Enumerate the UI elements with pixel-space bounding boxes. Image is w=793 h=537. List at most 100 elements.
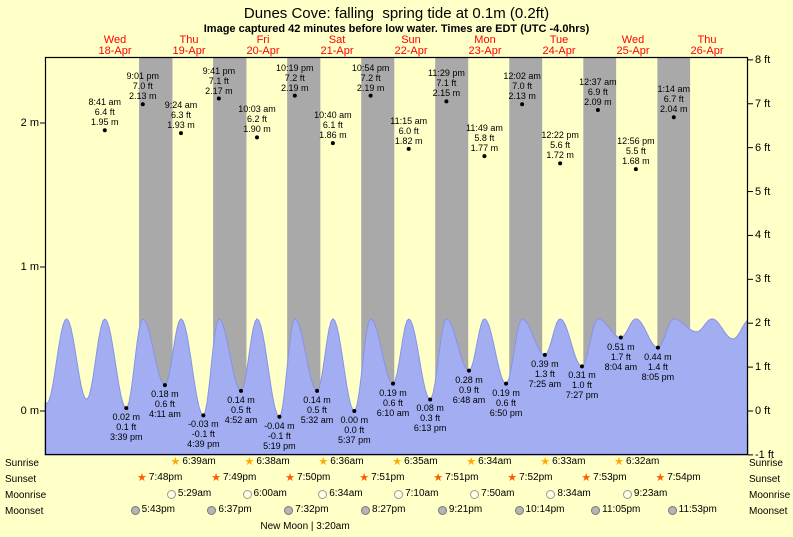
high-tide-height-m: 2.09 m <box>584 97 612 108</box>
low-tide-time: 8:04 am <box>604 361 638 372</box>
almanac-time: 6:33am <box>552 456 586 467</box>
sunset-star-icon: ★ <box>581 471 592 484</box>
day-header: Sat 21-Apr <box>320 35 353 57</box>
high-tide-time: 12:37 am <box>579 77 617 88</box>
low-tide-dot <box>315 388 320 393</box>
almanac-time: 7:54pm <box>667 472 701 483</box>
day-date: 23-Apr <box>468 45 502 57</box>
high-tide-height-m: 2.04 m <box>660 104 688 115</box>
high-tide-height-ft: 6.0 ft <box>398 125 419 136</box>
high-tide-height-m: 1.86 m <box>319 130 347 141</box>
day-date: 26-Apr <box>690 45 724 57</box>
high-tide-time: 11:49 am <box>465 123 503 134</box>
high-tide-time: 9:24 am <box>164 100 198 111</box>
high-tide-time: 10:19 pm <box>276 62 314 73</box>
high-tide-annotation: 12:02 am 7.0 ft 2.13 m <box>503 71 541 101</box>
high-tide-height-ft: 7.1 ft <box>436 78 457 89</box>
low-tide-height-m: 0.19 m <box>492 387 520 398</box>
low-tide-time: 4:39 pm <box>187 439 220 450</box>
high-tide-annotation: 10:54 pm 7.2 ft 2.19 m <box>352 63 390 93</box>
axis-label-ft: -1 ft <box>755 448 774 461</box>
high-tide-annotation: 12:37 am 6.9 ft 2.09 m <box>579 77 617 107</box>
moonrise-circle-icon <box>242 489 252 499</box>
sunrise-star-icon: ★ <box>318 455 329 468</box>
almanac-time: 6:37pm <box>218 504 252 515</box>
almanac-time: 7:52pm <box>519 472 553 483</box>
low-tide-height-ft: 0.0 ft <box>344 425 365 435</box>
high-tide-height-m: 2.15 m <box>432 88 461 99</box>
low-tide-height-m: 0.02 m <box>112 412 140 423</box>
high-tide-height-m: 1.77 m <box>470 143 499 154</box>
high-tide-dot <box>368 93 373 98</box>
day-date: 19-Apr <box>172 45 206 57</box>
almanac-entry: ★ 6:38am <box>244 456 289 468</box>
high-tide-annotation: 9:01 pm 7.0 ft 2.13 m <box>127 71 160 101</box>
high-tide-dot <box>444 99 449 104</box>
low-tide-height-ft: 0.1 ft <box>116 422 137 433</box>
high-tide-time: 12:02 am <box>503 71 541 82</box>
high-tide-height-ft: 6.3 ft <box>170 110 191 121</box>
high-tide-dot <box>178 131 183 136</box>
axis-label-ft: 8 ft <box>755 53 771 66</box>
high-tide-dot <box>406 146 411 151</box>
high-tide-dot <box>633 167 638 172</box>
high-tide-annotation: 12:22 pm 5.6 ft 1.72 m <box>541 130 579 160</box>
low-tide-annotation: 0.31 m 1.0 ft 7:27 pm <box>566 370 599 400</box>
low-tide-height-ft: 1.7 ft <box>610 351 631 362</box>
high-tide-time: 8:41 am <box>88 97 122 108</box>
low-tide-height-m: 0.51 m <box>607 341 635 352</box>
almanac-time: 11:53pm <box>678 504 717 515</box>
day-date: 22-Apr <box>394 45 428 57</box>
sunset-star-icon: ★ <box>433 471 444 484</box>
almanac-entry: ★ 6:33am <box>540 456 585 468</box>
almanac-time: 6:32am <box>626 456 660 467</box>
high-tide-height-ft: 7.2 ft <box>284 72 305 83</box>
almanac-time: 7:50pm <box>297 472 331 483</box>
low-tide-time: 4:52 am <box>224 414 258 425</box>
low-tide-height-m: 0.18 m <box>151 389 179 400</box>
day-date: 24-Apr <box>542 45 576 57</box>
almanac-entry: 5:43pm <box>130 504 175 516</box>
high-tide-height-m: 1.90 m <box>243 124 271 135</box>
almanac-time: 6:00am <box>253 488 287 499</box>
almanac-row-label-right: Moonset <box>749 506 788 517</box>
almanac-time: 7:51pm <box>445 472 479 483</box>
almanac-time: 9:21pm <box>448 504 483 515</box>
moonset-circle-icon <box>667 505 677 515</box>
low-tide-time: 6:50 pm <box>489 407 523 418</box>
almanac-row-label-left: Moonrise <box>5 490 47 501</box>
low-tide-time: 6:10 am <box>376 407 410 418</box>
almanac-time: 8:34am <box>557 488 591 499</box>
high-tide-height-ft: 7.0 ft <box>512 81 533 92</box>
almanac-time: 7:51pm <box>371 472 405 483</box>
low-tide-dot <box>277 414 282 419</box>
moon-phase-label: New Moon | 3:20am <box>260 521 350 532</box>
low-tide-annotation: 0.14 m 0.5 ft 4:52 am <box>225 395 258 425</box>
high-tide-height-ft: 6.7 ft <box>663 94 684 105</box>
almanac-entry: 11:53pm <box>667 504 717 516</box>
almanac-row-label-right: Sunrise <box>749 458 783 469</box>
low-tide-height-ft: 0.5 ft <box>307 404 328 415</box>
low-tide-height-m: -0.03 m <box>188 419 219 430</box>
high-tide-height-m: 1.72 m <box>546 150 574 161</box>
day-of-week: Thu <box>697 34 717 46</box>
high-tide-dot <box>482 154 487 159</box>
axis-label-ft: 3 ft <box>755 273 771 286</box>
almanac-entry: ★ 6:34am <box>466 456 511 468</box>
almanac-entry: 11:05pm <box>591 504 640 516</box>
low-tide-annotation: 0.18 m 0.6 ft 4:11 am <box>149 389 181 419</box>
sunrise-star-icon: ★ <box>540 455 551 468</box>
day-header: Wed 25-Apr <box>616 35 649 57</box>
low-tide-height-m: 0.00 m <box>340 415 369 425</box>
high-tide-time: 9:41 pm <box>202 65 236 76</box>
sunrise-star-icon: ★ <box>392 455 403 468</box>
almanac-time: 6:38am <box>256 456 290 467</box>
low-tide-height-m: 0.28 m <box>455 374 483 385</box>
high-tide-dot <box>520 102 525 107</box>
low-tide-height-ft: 1.0 ft <box>571 380 592 391</box>
almanac-entry: ★ 7:50pm <box>285 472 330 484</box>
low-tide-height-m: 0.44 m <box>644 351 672 362</box>
low-tide-height-m: 0.08 m <box>416 403 444 414</box>
high-tide-height-ft: 7.2 ft <box>360 72 381 83</box>
almanac-row-label-left: Sunrise <box>5 458 39 469</box>
